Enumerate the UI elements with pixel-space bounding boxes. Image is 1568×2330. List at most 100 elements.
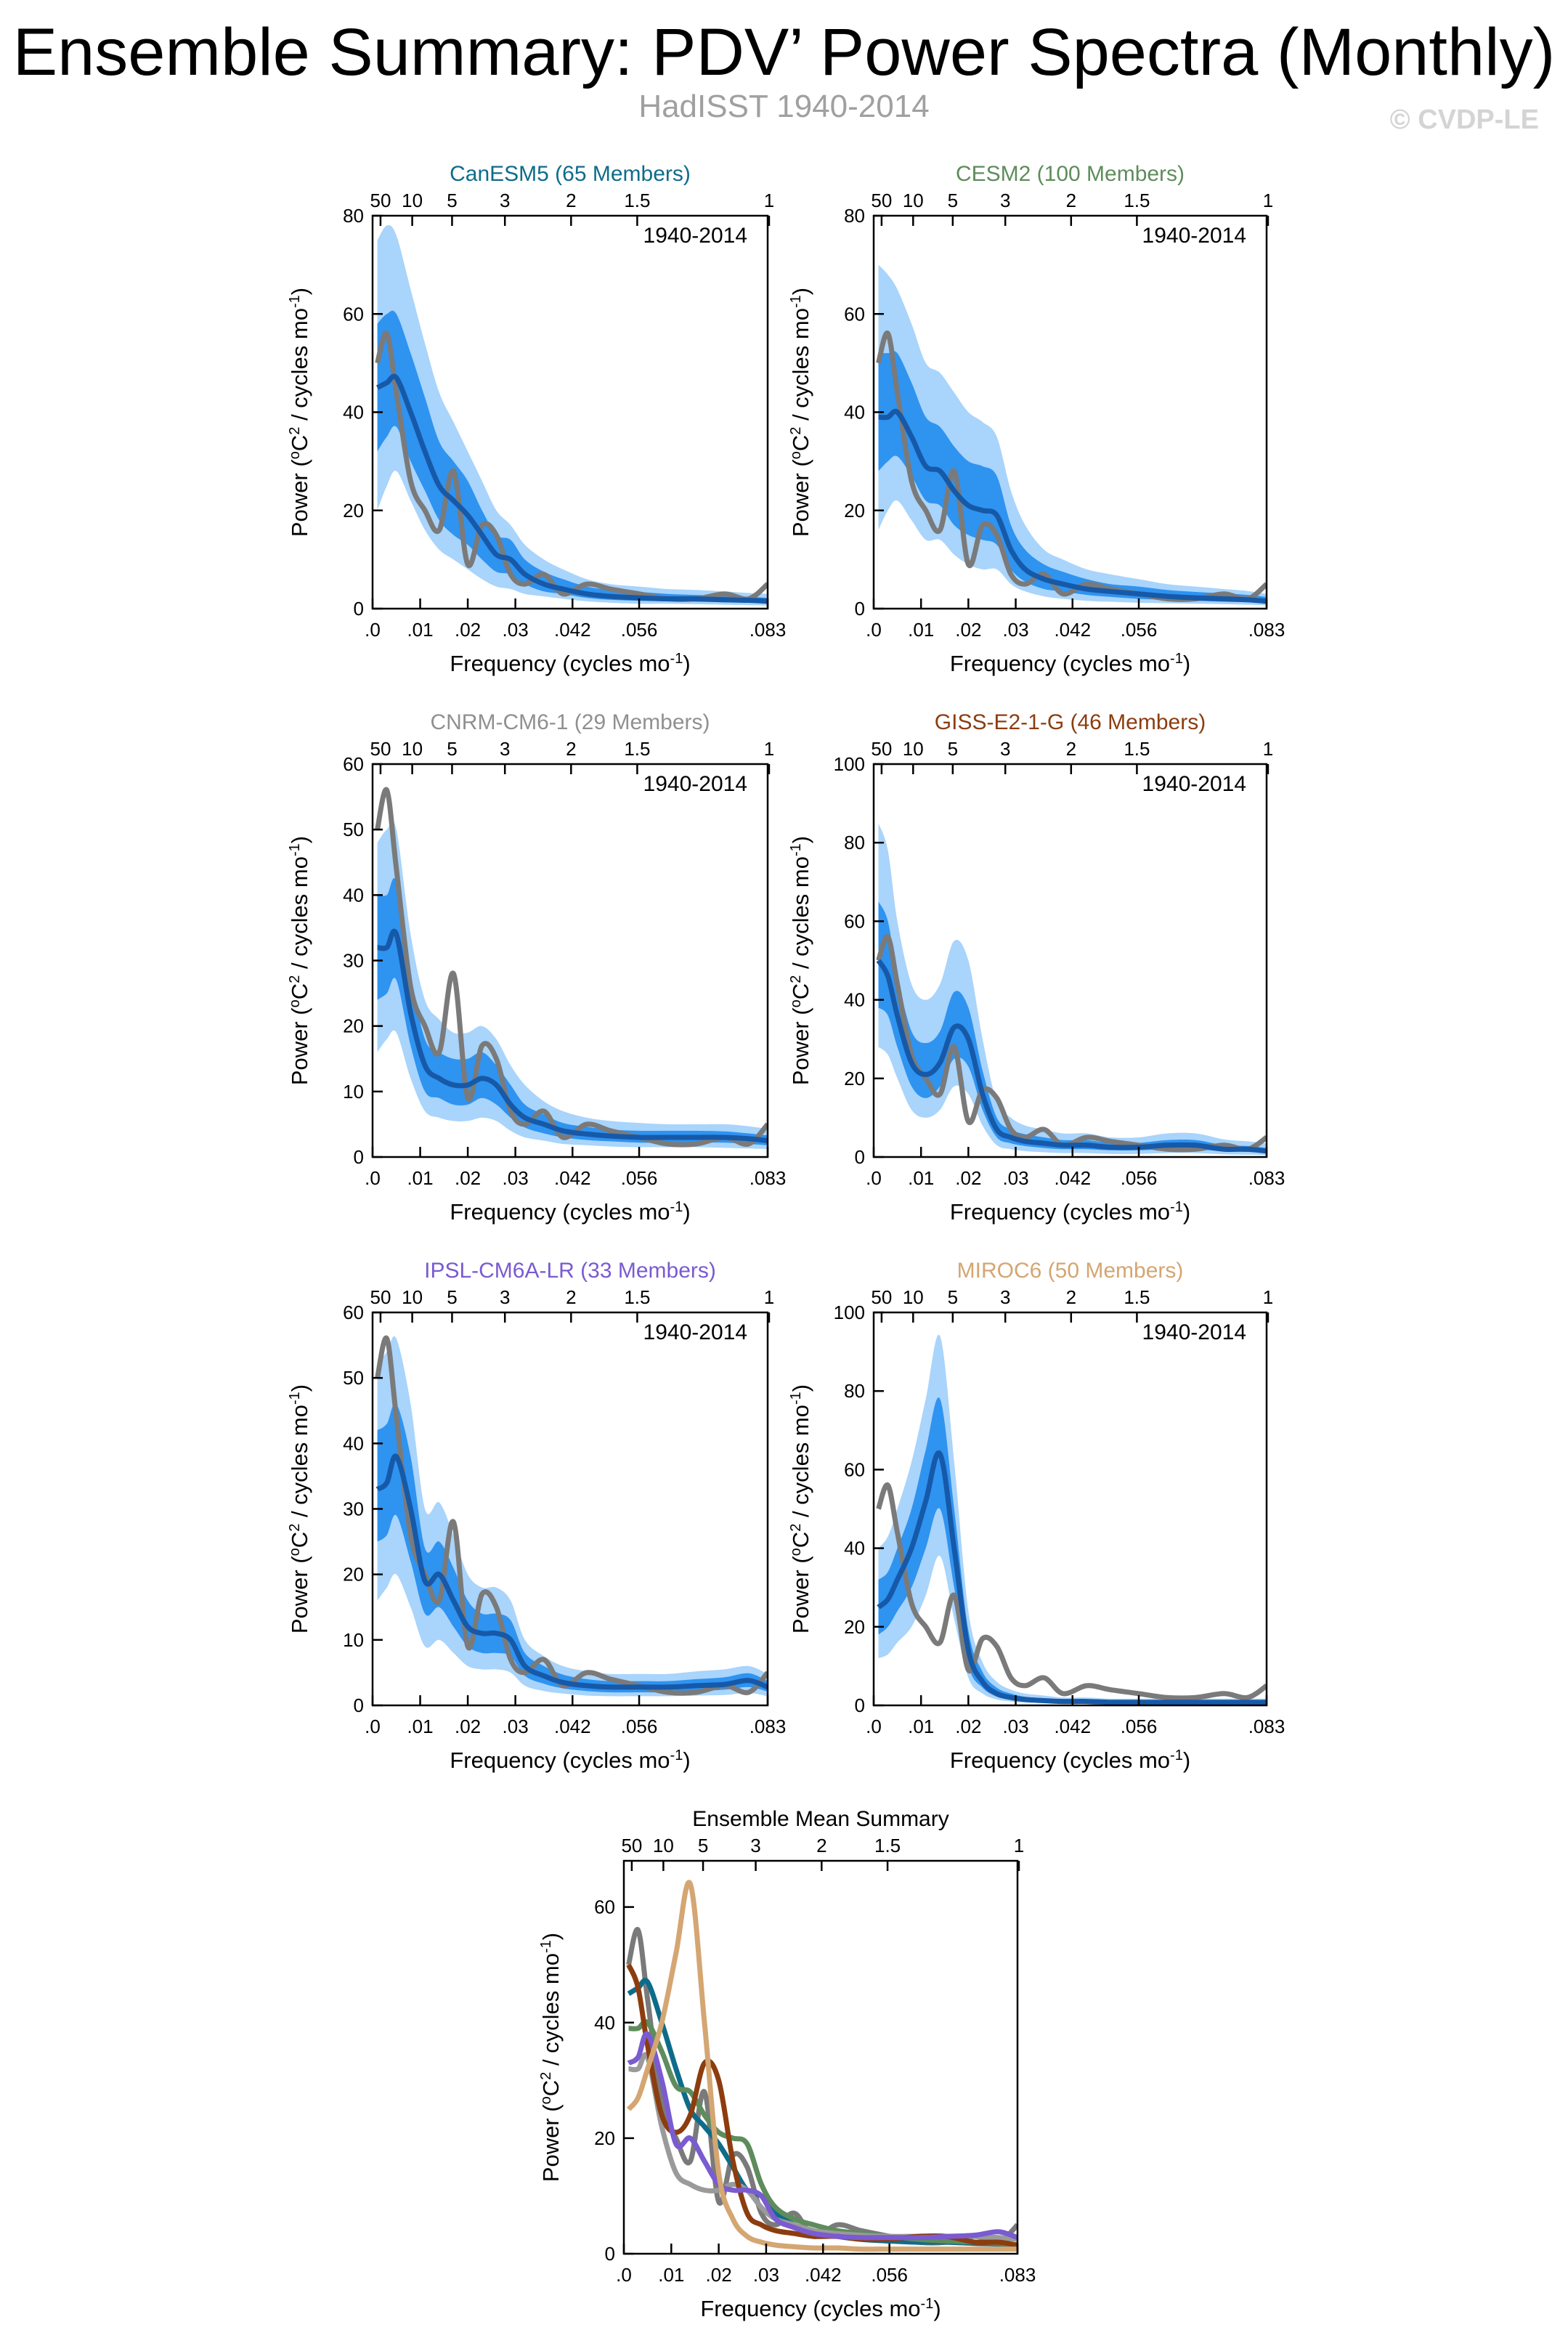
x-tick-label: .02 <box>455 1167 481 1189</box>
y-tick-label: 20 <box>844 1068 865 1089</box>
inner-range-band <box>377 1403 768 1693</box>
y-tick-label: 80 <box>844 832 865 853</box>
top-tick-label: 50 <box>370 738 391 760</box>
y-tick-label: 20 <box>594 2127 615 2149</box>
x-tick-label: .042 <box>1054 1167 1091 1189</box>
top-tick-label: 3 <box>500 1286 510 1308</box>
y-tick-label: 10 <box>343 1629 364 1651</box>
ensemble-mean-line <box>377 928 768 1143</box>
y-tick-label: 80 <box>844 1380 865 1402</box>
top-tick-label: 2 <box>1066 190 1076 211</box>
y-tick-label: 50 <box>343 1367 364 1389</box>
y-tick-label: 40 <box>844 989 865 1011</box>
top-tick-label: 5 <box>447 738 457 760</box>
y-tick-label: 0 <box>354 598 364 620</box>
ensemble-mean-line <box>878 408 1267 604</box>
y-axis-label: Power (oC2 / cycles mo-1) <box>287 288 312 537</box>
top-tick-label: 50 <box>871 1286 892 1308</box>
top-tick-label: 1 <box>1263 1286 1273 1308</box>
x-tick-label: .0 <box>616 2264 632 2286</box>
y-tick-label: 0 <box>855 1694 865 1716</box>
top-tick-label: 10 <box>903 738 924 760</box>
top-tick-label: 5 <box>447 1286 457 1308</box>
top-tick-label: 50 <box>370 190 391 211</box>
plot-frame <box>872 763 1268 1158</box>
top-tick-label: 5 <box>948 190 958 211</box>
x-tick-label: .083 <box>750 619 787 641</box>
y-tick-label: 20 <box>343 1564 364 1586</box>
y-tick-label: 30 <box>343 950 364 972</box>
y-tick-label: 40 <box>844 1538 865 1559</box>
y-tick-label: 60 <box>844 910 865 932</box>
panel-title: CNRM-CM6-1 (29 Members) <box>430 710 710 734</box>
x-tick-label: .056 <box>1121 1716 1158 1737</box>
x-tick-label: .056 <box>621 1167 658 1189</box>
ensemble-mean-line <box>375 1453 768 1690</box>
y-tick-label: 0 <box>354 1146 364 1168</box>
top-tick-label: 5 <box>948 738 958 760</box>
top-tick-label: 1 <box>1263 190 1273 211</box>
y-axis-label: Power (oC2 / cycles mo-1) <box>287 836 312 1085</box>
obs-hadisst-line <box>375 1335 768 1696</box>
series-line-canesm5 <box>627 1978 1017 2248</box>
x-tick-label: .01 <box>908 1716 934 1737</box>
panel-title: CanESM5 (65 Members) <box>450 162 691 186</box>
panel-period-label: 1940-2014 <box>643 224 747 248</box>
plot-frame <box>371 1311 769 1707</box>
plot-area <box>375 225 768 606</box>
top-tick-label: 3 <box>1000 190 1010 211</box>
y-tick-label: 40 <box>343 884 364 906</box>
x-tick-label: .02 <box>706 2264 732 2286</box>
top-tick-label: 5 <box>447 190 457 211</box>
x-tick-label: .0 <box>365 1167 381 1189</box>
outer-range-band <box>377 1336 768 1697</box>
y-tick-label: 0 <box>354 1694 364 1716</box>
x-tick-label: .083 <box>999 2264 1036 2286</box>
x-tick-label: .042 <box>1054 619 1091 641</box>
y-tick-label: 60 <box>844 1458 865 1480</box>
x-tick-label: .02 <box>455 619 481 641</box>
obs-hadisst-line <box>375 787 768 1148</box>
top-tick-label: 2 <box>566 738 576 760</box>
x-tick-label: .02 <box>955 619 981 641</box>
y-tick-label: 100 <box>834 753 865 775</box>
top-tick-label: 10 <box>903 1286 924 1308</box>
panel-period-label: 1940-2014 <box>1142 1320 1246 1344</box>
x-tick-label: .02 <box>455 1716 481 1737</box>
top-tick-label: 3 <box>750 1835 760 1856</box>
top-tick-label: 1.5 <box>624 738 650 760</box>
top-tick-label: 1.5 <box>874 1835 901 1856</box>
top-tick-label: 1.5 <box>1124 738 1150 760</box>
x-tick-label: .03 <box>1002 1167 1028 1189</box>
y-tick-label: 40 <box>594 2012 615 2034</box>
outer-range-band <box>377 225 768 606</box>
plot-frame <box>622 1859 1019 2255</box>
y-tick-label: 100 <box>834 1302 865 1323</box>
x-tick-label: .0 <box>866 1716 882 1737</box>
x-tick-label: .01 <box>407 619 433 641</box>
y-tick-label: 40 <box>343 402 364 423</box>
x-tick-label: .03 <box>503 1716 529 1737</box>
y-tick-label: 20 <box>343 1015 364 1037</box>
series-line-hadisst <box>626 1927 1017 2246</box>
top-tick-label: 1.5 <box>624 190 650 211</box>
y-tick-label: 10 <box>343 1081 364 1103</box>
x-tick-label: .056 <box>871 2264 908 2286</box>
x-tick-label: .0 <box>365 619 381 641</box>
y-tick-label: 60 <box>594 1896 615 1918</box>
y-tick-label: 40 <box>844 402 865 423</box>
panel-title: CESM2 (100 Members) <box>956 162 1185 186</box>
x-tick-label: .083 <box>750 1167 787 1189</box>
top-tick-label: 1 <box>764 738 774 760</box>
plot-area <box>876 1334 1267 1705</box>
y-tick-label: 60 <box>343 303 364 325</box>
ensemble-mean-line <box>375 373 768 604</box>
top-tick-label: 50 <box>871 190 892 211</box>
x-tick-label: .042 <box>1054 1716 1091 1737</box>
page-subtitle: HadISST 1940-2014 <box>638 89 930 124</box>
